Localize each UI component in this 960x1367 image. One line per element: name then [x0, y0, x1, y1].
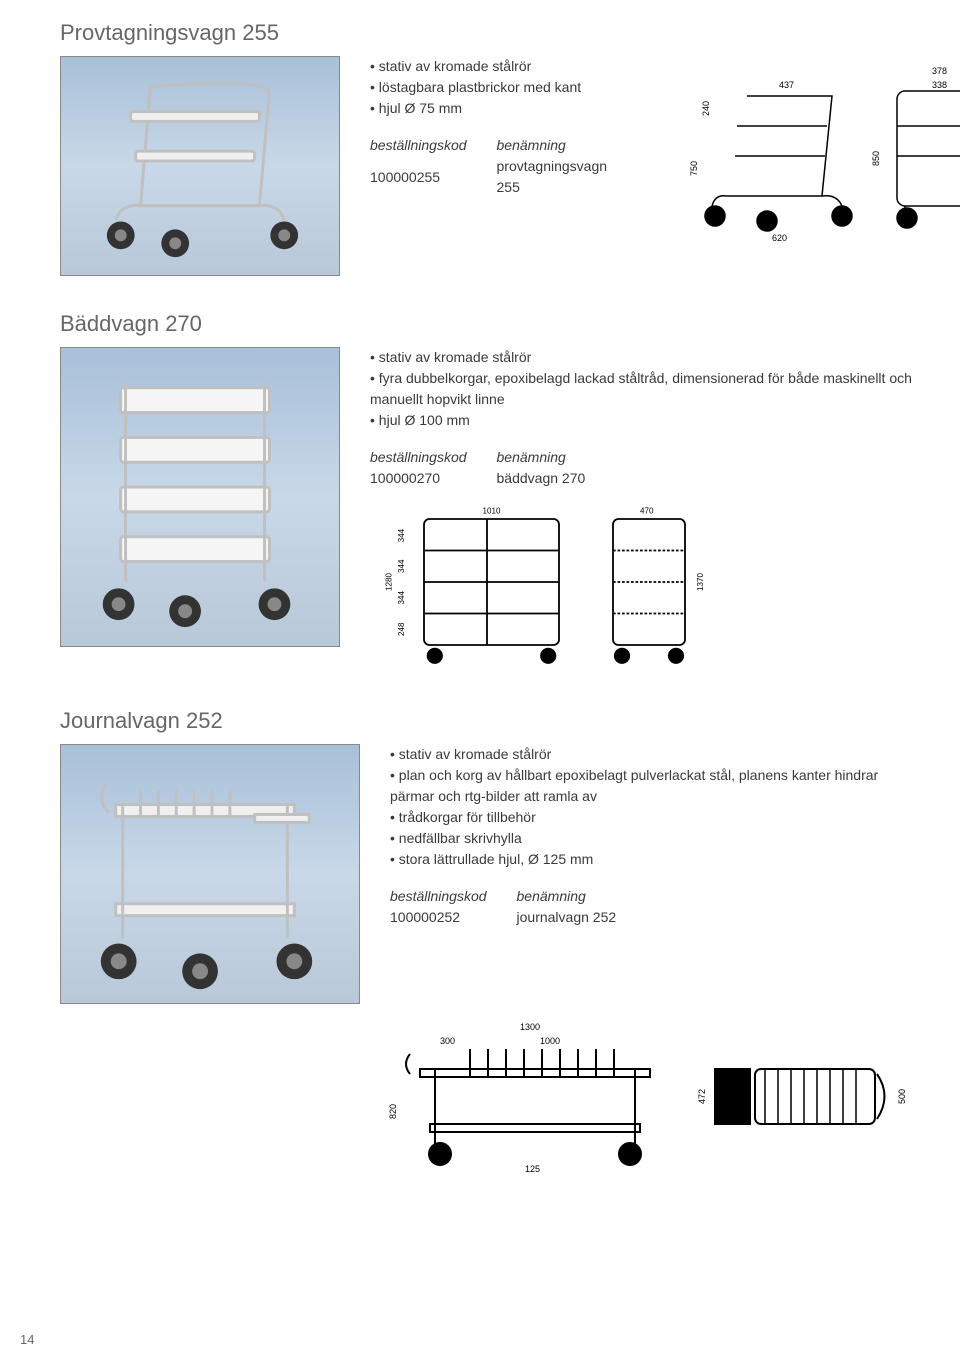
svg-text:620: 620: [772, 233, 787, 243]
bullet: stativ av kromade stålrör: [370, 56, 637, 77]
section-title: Bäddvagn 270: [60, 311, 920, 337]
bullet: stativ av kromade stålrör: [390, 744, 920, 765]
svg-text:1280: 1280: [385, 573, 394, 591]
bullet: löstagbara plastbrickor med kant: [370, 77, 637, 98]
section-baddvagn: Bäddvagn 270 stativ av kromade stålrör: [60, 311, 920, 678]
section-title: Journalvagn 252: [60, 708, 920, 734]
bullet: nedfällbar skrivhylla: [390, 828, 920, 849]
svg-text:500: 500: [897, 1089, 907, 1104]
bullet: hjul Ø 100 mm: [370, 410, 920, 431]
technical-diagram-252: 1300 1000 300 820 125 472 500: [380, 1014, 920, 1179]
svg-text:750: 750: [689, 161, 699, 176]
page-number: 14: [20, 1332, 34, 1347]
svg-text:344: 344: [397, 528, 406, 542]
svg-text:1010: 1010: [483, 507, 501, 516]
svg-text:240: 240: [701, 101, 711, 116]
svg-text:338: 338: [932, 80, 947, 90]
section-title: Provtagningsvagn 255: [60, 20, 920, 46]
product-photo-252: [60, 744, 360, 1004]
svg-text:300: 300: [440, 1036, 455, 1046]
order-table: beställningskodbenämning 100000270bäddva…: [370, 447, 615, 489]
technical-diagram-270: 1010 470 344 344 344 248 1280 1370: [370, 501, 730, 678]
svg-text:344: 344: [397, 559, 406, 573]
svg-text:248: 248: [397, 622, 406, 636]
product-description: stativ av kromade stålrör fyra dubbelkor…: [370, 347, 920, 678]
svg-text:472: 472: [697, 1089, 707, 1104]
bullet: hjul Ø 75 mm: [370, 98, 637, 119]
section-provtagningsvagn: Provtagningsvagn 255 stativ av kromade s…: [60, 20, 920, 281]
bullet: plan och korg av hållbart epoxibelagt pu…: [390, 765, 920, 807]
order-table: beställningskodbenämning 100000252journa…: [390, 886, 646, 928]
section-journalvagn: Journalvagn 252: [60, 708, 920, 1179]
product-description: stativ av kromade stålrör löstagbara pla…: [370, 56, 637, 198]
svg-text:820: 820: [388, 1104, 398, 1119]
bullet: stora lättrullade hjul, Ø 125 mm: [390, 849, 920, 870]
product-photo-270: [60, 347, 340, 647]
svg-text:378: 378: [932, 66, 947, 76]
svg-text:1300: 1300: [520, 1022, 540, 1032]
bullet: trådkorgar för tillbehör: [390, 807, 920, 828]
technical-diagram-255: 437 378 338 240 750 850 620: [667, 56, 960, 281]
svg-text:437: 437: [779, 80, 794, 90]
svg-text:125: 125: [525, 1164, 540, 1174]
svg-text:1370: 1370: [696, 573, 705, 591]
svg-text:850: 850: [871, 151, 881, 166]
svg-text:344: 344: [397, 591, 406, 605]
svg-text:1000: 1000: [540, 1036, 560, 1046]
order-table: beställningskodbenämning 100000255provta…: [370, 135, 637, 198]
svg-text:470: 470: [640, 507, 654, 516]
bullet: stativ av kromade stålrör: [370, 347, 920, 368]
product-photo-255: [60, 56, 340, 276]
bullet: fyra dubbelkorgar, epoxibelagd lackad st…: [370, 368, 920, 410]
product-description: stativ av kromade stålrör plan och korg …: [390, 744, 920, 928]
